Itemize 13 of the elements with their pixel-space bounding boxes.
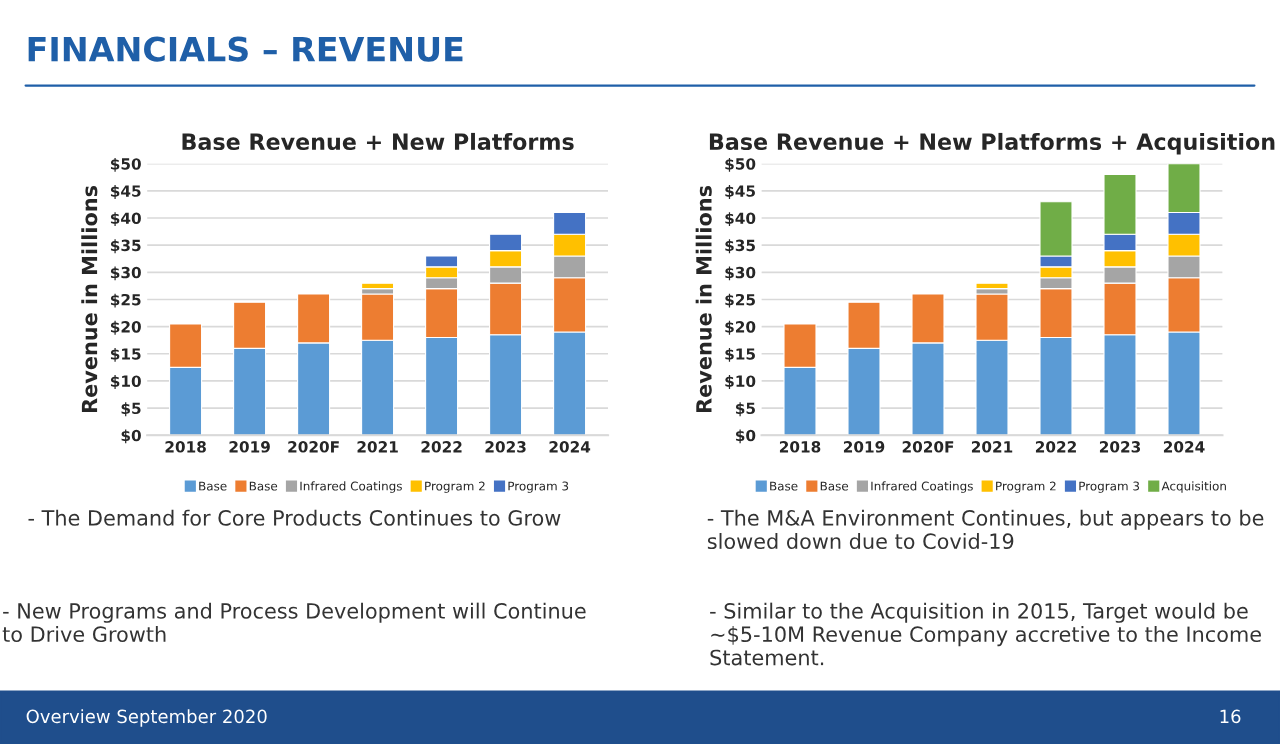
chart-title: Base Revenue + New Platforms + Acquisition [709,132,1275,155]
bar [361,282,395,290]
chart-title: Base Revenue + New Platforms [182,132,574,151]
text: - New Programs and Process Development will Continue to Drive Growth [2,602,586,643]
text: Overview September 2020 [26,709,267,727]
y-axis-title: Revenue in Millions [81,185,98,413]
bar [975,282,1009,290]
text: 16 [1220,709,1241,724]
text: - Similar to the Acquisition in 2015, Target would be ~$5-10M Revenue Company accretive to the Income Statement. [710,602,1261,666]
y-axis-title: Revenue in Millions [695,185,712,413]
text: - The M&A Environment Continues, but appears to be slowed down due to Covid-19 [707,509,1264,550]
text: FINANCIALS – REVENUE [28,36,463,62]
text: - The Demand for Core Products Continues to Grow [28,509,561,526]
